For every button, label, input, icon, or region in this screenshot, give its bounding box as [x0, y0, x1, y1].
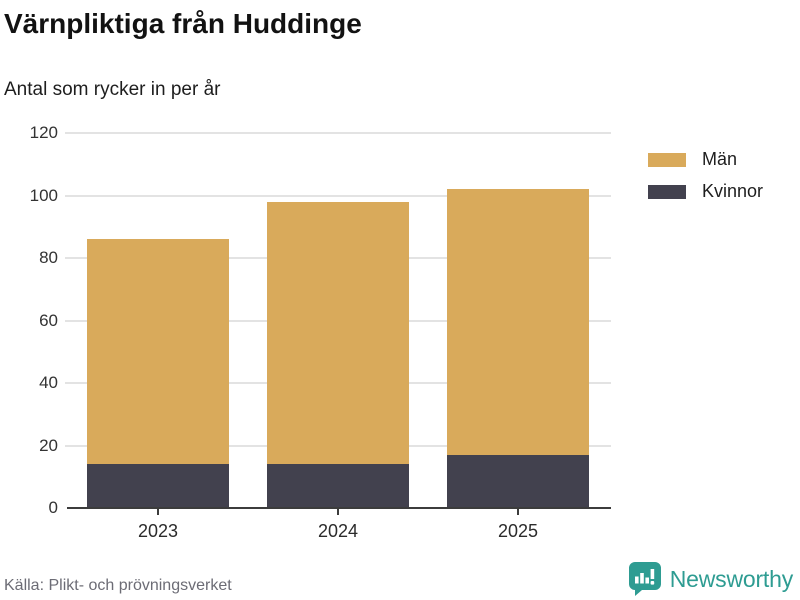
legend-label-man: Män	[702, 149, 738, 169]
x-axis-tick-2024	[337, 508, 339, 515]
bar-segment-kvinnor-2025[interactable]	[447, 454, 589, 508]
bar-segment-kvinnor-2024[interactable]	[267, 464, 409, 508]
bar-segment-män-2023[interactable]	[87, 239, 229, 465]
legend-item-kvinnor[interactable]: Kvinnor	[648, 181, 763, 202]
bar-chart-speech-bubble-icon	[628, 561, 662, 597]
source-text: Källa: Plikt- och prövningsverket	[4, 577, 232, 594]
y-axis-tick-120: 120	[29, 123, 58, 142]
legend-swatch-kvinnor	[648, 184, 686, 199]
bar-segment-män-2024[interactable]	[267, 201, 409, 465]
newsworthy-logo[interactable]: Newsworthy	[628, 561, 793, 597]
x-axis-label-2023: 2023	[137, 521, 179, 541]
gridline-100	[65, 194, 611, 197]
chart-subtitle: Antal som rycker in per år	[4, 79, 221, 100]
brand-name: Newsworthy	[669, 565, 793, 592]
legend-swatch-man	[648, 152, 686, 167]
legend-item-man[interactable]: Män	[648, 149, 763, 170]
x-axis-line	[67, 507, 611, 509]
y-axis-tick-80: 80	[39, 248, 58, 267]
x-axis-label-2025: 2025	[497, 521, 539, 541]
legend: Män Kvinnor	[648, 149, 763, 202]
x-axis-tick-2023	[157, 508, 159, 515]
y-axis-tick-20: 20	[39, 435, 58, 455]
x-axis-label-2024: 2024	[317, 521, 359, 541]
y-axis-tick-40: 40	[39, 373, 58, 392]
legend-label-kvinnor: Kvinnor	[702, 181, 764, 201]
bar-segment-kvinnor-2023[interactable]	[87, 464, 229, 508]
y-axis-tick-60: 60	[39, 310, 58, 330]
bar-segment-män-2025[interactable]	[447, 189, 589, 455]
chart-title: Värnpliktiga från Huddinge	[4, 8, 362, 39]
y-axis-tick-100: 100	[29, 185, 58, 205]
gridline-120	[65, 132, 611, 134]
x-axis-tick-2025	[517, 508, 519, 515]
y-axis-tick-0: 0	[48, 498, 58, 517]
